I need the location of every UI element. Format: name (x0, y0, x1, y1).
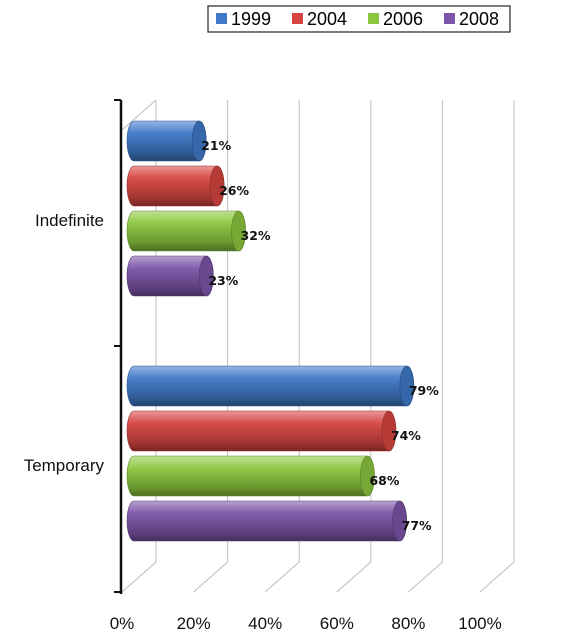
bar-end-cap (360, 455, 375, 497)
data-label: 21% (201, 138, 231, 153)
gridline (121, 100, 157, 593)
bar-end-cap (209, 165, 225, 207)
bar-end-cap (199, 255, 214, 297)
gridlines (121, 99, 515, 593)
legend-swatch (292, 13, 303, 24)
x-tick-label: 60% (320, 614, 354, 631)
legend-swatch (368, 13, 379, 24)
legend: 1999 2004 2006 2008 (207, 5, 511, 33)
legend-swatch (444, 13, 455, 24)
wall-edge (121, 99, 157, 131)
bar (126, 455, 375, 497)
bar (126, 410, 397, 452)
bar-end-cap (399, 365, 415, 407)
data-label: 79% (409, 383, 439, 398)
legend-label: 2004 (307, 9, 347, 29)
x-tick-label: 80% (391, 614, 425, 631)
gridline (193, 100, 229, 593)
category-label: Indefinite (35, 211, 104, 230)
data-label: 77% (402, 518, 432, 533)
category-label: Temporary (24, 456, 105, 475)
bar-end-cap (191, 120, 207, 162)
category-labels: Indefinite Temporary (24, 211, 105, 475)
bar-end-cap (392, 500, 407, 542)
legend-swatch (216, 13, 227, 24)
value-axis: 0% 20% 40% 60% 80% 100% (110, 99, 502, 631)
legend-label: 2008 (459, 9, 499, 29)
x-tick-label: 20% (177, 614, 211, 631)
legend-label: 1999 (231, 9, 271, 29)
bar-series (126, 120, 415, 542)
legend-label: 2006 (383, 9, 423, 29)
bar (126, 365, 415, 407)
data-label: 32% (241, 228, 271, 243)
data-label: 23% (208, 273, 238, 288)
bar (126, 500, 407, 542)
data-label: 74% (391, 428, 421, 443)
data-labels: 21% 26% 32% 23% 79% 74% 68% 77% (201, 138, 439, 533)
bar (126, 165, 225, 207)
legend-frame (207, 5, 511, 33)
bar (126, 210, 246, 252)
x-tick-label: 0% (110, 614, 135, 631)
x-tick-label: 40% (248, 614, 282, 631)
bar-end-cap (231, 210, 246, 252)
bar-end-cap (381, 410, 397, 452)
gridline (479, 100, 515, 593)
gridline (264, 100, 300, 593)
gridline (408, 100, 443, 593)
data-label: 26% (219, 183, 249, 198)
x-tick-label: 100% (458, 614, 501, 631)
data-label: 68% (369, 473, 399, 488)
gridline (336, 100, 372, 593)
